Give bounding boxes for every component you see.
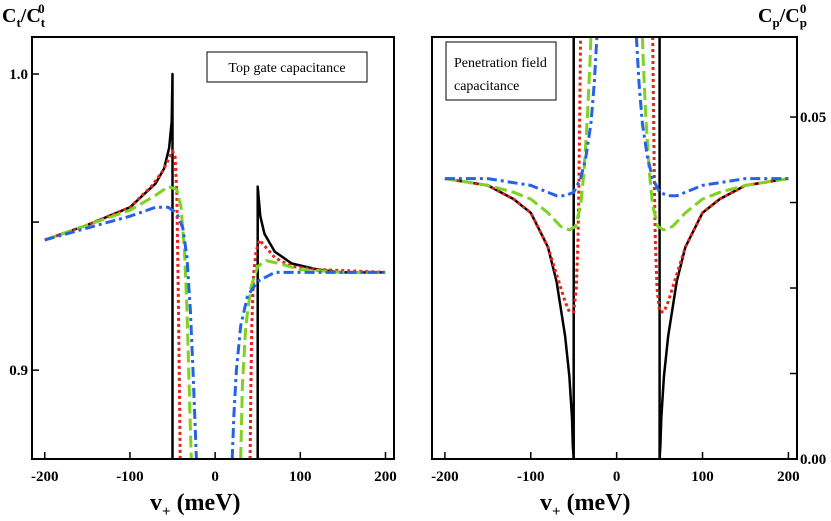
left-series-line-5 bbox=[239, 259, 386, 459]
right-x-tick-label: -200 bbox=[431, 469, 459, 485]
left-x-tick-label: -100 bbox=[116, 469, 144, 485]
left-x-tick-label: 200 bbox=[374, 469, 397, 485]
left-series-line-0 bbox=[44, 72, 174, 459]
right-x-tick-label: 200 bbox=[777, 469, 800, 485]
right-series-line-1 bbox=[658, 37, 789, 459]
right-legend-line1: Penetration field bbox=[454, 56, 547, 71]
right-series-line-5 bbox=[640, 37, 789, 232]
left-series-line-7 bbox=[230, 270, 386, 459]
left-legend-text: Top gate capacitance bbox=[228, 61, 345, 76]
right-x-tick-label: -100 bbox=[517, 469, 545, 485]
left-ticks-group: -200 -100 0 100 200 0.9 1.0 bbox=[9, 67, 396, 485]
left-x-tick-label: -200 bbox=[31, 469, 59, 485]
right-legend-box bbox=[445, 41, 557, 101]
right-series-line-7 bbox=[634, 37, 789, 198]
left-x-axis-label: v+ (meV) bbox=[150, 490, 241, 520]
right-y-axis-label: Cp/Cp0 bbox=[758, 1, 807, 30]
left-y-tick-label: 0.9 bbox=[9, 363, 28, 379]
left-legend-box bbox=[206, 51, 368, 83]
right-y-tick-label: 0.05 bbox=[800, 110, 826, 126]
left-series-line-4 bbox=[44, 185, 193, 459]
left-plot-frame bbox=[31, 36, 395, 460]
top-gate-capacitance-panel: -200 -100 0 100 200 0.9 1.0 Top gate capacitan… bbox=[2, 1, 397, 520]
right-series-line-6 bbox=[444, 37, 599, 198]
left-y-tick-label: 1.0 bbox=[9, 67, 28, 83]
right-legend-line2: capacitance bbox=[454, 79, 519, 94]
left-series-line-1 bbox=[256, 185, 386, 459]
right-x-axis-label: v+ (meV) bbox=[540, 490, 631, 520]
right-x-tick-label: 0 bbox=[613, 469, 621, 485]
left-x-tick-label: 0 bbox=[211, 469, 219, 485]
left-series-line-3 bbox=[248, 238, 386, 459]
left-x-tick-label: 100 bbox=[289, 469, 312, 485]
right-plot-frame bbox=[431, 36, 798, 460]
right-series-group bbox=[444, 37, 789, 459]
left-series-line-2 bbox=[44, 149, 182, 459]
right-x-tick-label: 100 bbox=[691, 469, 714, 485]
right-y-tick-label: 0.00 bbox=[800, 452, 826, 468]
right-series-line-4 bbox=[444, 37, 593, 232]
left-y-axis-label: Ct/Ct0 bbox=[2, 1, 46, 30]
left-series-group bbox=[44, 72, 386, 459]
right-series-line-3 bbox=[651, 37, 789, 314]
